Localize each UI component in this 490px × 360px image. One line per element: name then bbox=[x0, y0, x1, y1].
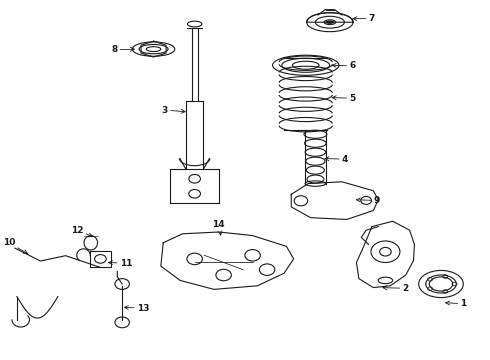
Text: 4: 4 bbox=[325, 155, 348, 164]
Text: 7: 7 bbox=[353, 14, 375, 23]
Text: 13: 13 bbox=[124, 303, 149, 312]
Bar bbox=[90, 251, 111, 267]
Text: 1: 1 bbox=[446, 299, 466, 308]
Text: 3: 3 bbox=[162, 105, 185, 114]
Text: 14: 14 bbox=[213, 220, 225, 235]
Text: 5: 5 bbox=[332, 94, 355, 103]
Text: 12: 12 bbox=[71, 226, 93, 237]
Text: 9: 9 bbox=[356, 196, 380, 205]
Text: 10: 10 bbox=[2, 238, 27, 253]
Text: 11: 11 bbox=[109, 259, 132, 268]
Ellipse shape bbox=[325, 21, 334, 24]
Text: 6: 6 bbox=[332, 62, 355, 71]
Text: 2: 2 bbox=[383, 284, 409, 293]
Text: 8: 8 bbox=[111, 45, 134, 54]
